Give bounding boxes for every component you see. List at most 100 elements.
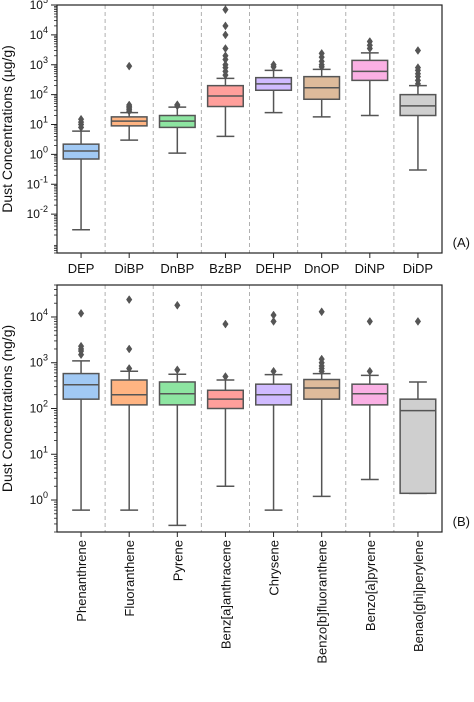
panel-label: (B) [453, 514, 470, 529]
box-dehp [255, 60, 293, 114]
y-tick-exponent: 0 [43, 144, 48, 154]
y-tick-exponent: 3 [43, 55, 48, 65]
y-tick-label: 100 [30, 144, 48, 161]
outlier-marker [126, 295, 133, 305]
x-category-label: Chrysene [267, 540, 282, 596]
x-category-label: Fluoranthene [122, 540, 137, 617]
y-tick-exponent: 1 [43, 444, 48, 454]
outlier-marker [270, 310, 277, 320]
iqr-box [351, 383, 389, 406]
outlier-marker [126, 61, 133, 71]
y-tick-label: 102 [30, 399, 48, 416]
y-tick-label: 104 [30, 307, 48, 324]
outlier-marker [414, 316, 422, 326]
y-tick-exponent: 0 [43, 490, 48, 500]
box-dep [62, 114, 100, 231]
outlier-marker [366, 37, 373, 46]
y-tick-label: 101 [30, 444, 48, 461]
x-category-label: Benz[a]anthracene [218, 540, 233, 649]
box-dibp [110, 61, 148, 141]
box-dinp [351, 37, 389, 117]
y-tick-label: 103 [30, 55, 48, 72]
box-fluoranthene [110, 295, 148, 511]
outlier-marker [270, 60, 277, 70]
box-benzo-b-fluoranthene [303, 307, 341, 498]
y-tick-label: 10-1 [27, 174, 48, 191]
outlier-marker [174, 365, 181, 375]
outlier-marker [222, 372, 229, 381]
outlier-marker [77, 308, 85, 318]
x-category-label: Benao[ghi]perylene [411, 540, 426, 652]
y-tick-label: 103 [30, 353, 48, 370]
outlier-marker [222, 21, 229, 31]
x-category-label: BzBP [209, 261, 242, 276]
y-tick-label: 10-2 [27, 204, 48, 221]
outlier-marker [222, 51, 229, 61]
iqr-box [303, 378, 341, 400]
iqr-box [399, 398, 437, 495]
iqr-box [62, 372, 100, 400]
y-axis-label: Dust Concentrations (µg/g) [0, 45, 15, 213]
outlier-marker [222, 30, 229, 40]
y-tick-exponent: 4 [43, 307, 48, 317]
panel-label: (A) [453, 235, 470, 250]
outlier-marker [174, 100, 181, 110]
box-bzbp [206, 5, 244, 138]
outlier-marker [126, 100, 133, 110]
box-benao-ghi-perylene [399, 316, 437, 495]
y-tick-label: 105 [30, 0, 48, 12]
outlier-marker [270, 366, 277, 376]
y-tick-label: 104 [30, 25, 48, 42]
x-category-label: Benzo[a]pyrene [363, 540, 378, 631]
x-category-label: DEHP [256, 261, 292, 276]
iqr-box [399, 93, 437, 117]
outlier-marker [414, 63, 422, 73]
outlier-marker [318, 48, 325, 58]
box-dnbp [158, 100, 196, 154]
x-category-label: DnBP [160, 261, 194, 276]
outlier-marker [222, 44, 229, 53]
y-tick-exponent: -2 [40, 204, 48, 214]
iqr-box [351, 59, 389, 82]
y-axis-label: Dust Concentrations (ng/g) [0, 325, 15, 492]
outlier-marker [174, 300, 181, 310]
outlier-marker [270, 316, 277, 326]
x-category-label: DiNP [355, 261, 385, 276]
outlier-marker [366, 316, 373, 326]
outlier-marker [126, 344, 133, 354]
outlier-marker [222, 319, 229, 329]
y-tick-label: 100 [30, 490, 48, 507]
y-tick-label: 101 [30, 115, 48, 132]
box-chrysene [255, 310, 293, 511]
outlier-marker [318, 354, 325, 364]
y-tick-exponent: 3 [43, 353, 48, 363]
outlier-marker [77, 341, 85, 351]
box-benz-a-anthracene [206, 319, 244, 487]
x-category-label: DiBP [114, 261, 144, 276]
x-category-label: Phenanthrene [74, 540, 89, 622]
y-tick-exponent: 2 [43, 85, 48, 95]
y-tick-exponent: 5 [43, 0, 48, 5]
outlier-marker [77, 114, 85, 124]
box-pyrene [158, 300, 196, 527]
x-category-label: Pyrene [170, 540, 185, 581]
y-tick-exponent: -1 [40, 174, 48, 184]
plot-frame [56, 284, 443, 533]
plot-frame [56, 4, 443, 254]
box-dnop [303, 48, 341, 118]
y-tick-label: 102 [30, 85, 48, 102]
box-didp [399, 46, 437, 171]
x-category-label: DEP [68, 261, 95, 276]
outlier-marker [318, 307, 325, 317]
y-tick-exponent: 1 [43, 115, 48, 125]
x-category-label: DnOP [304, 261, 339, 276]
box-benzo-a-pyrene [351, 316, 389, 481]
outlier-marker [222, 5, 229, 15]
x-category-label: DiDP [403, 261, 433, 276]
y-tick-exponent: 4 [43, 25, 48, 35]
y-tick-exponent: 2 [43, 399, 48, 409]
outlier-marker [126, 364, 133, 373]
